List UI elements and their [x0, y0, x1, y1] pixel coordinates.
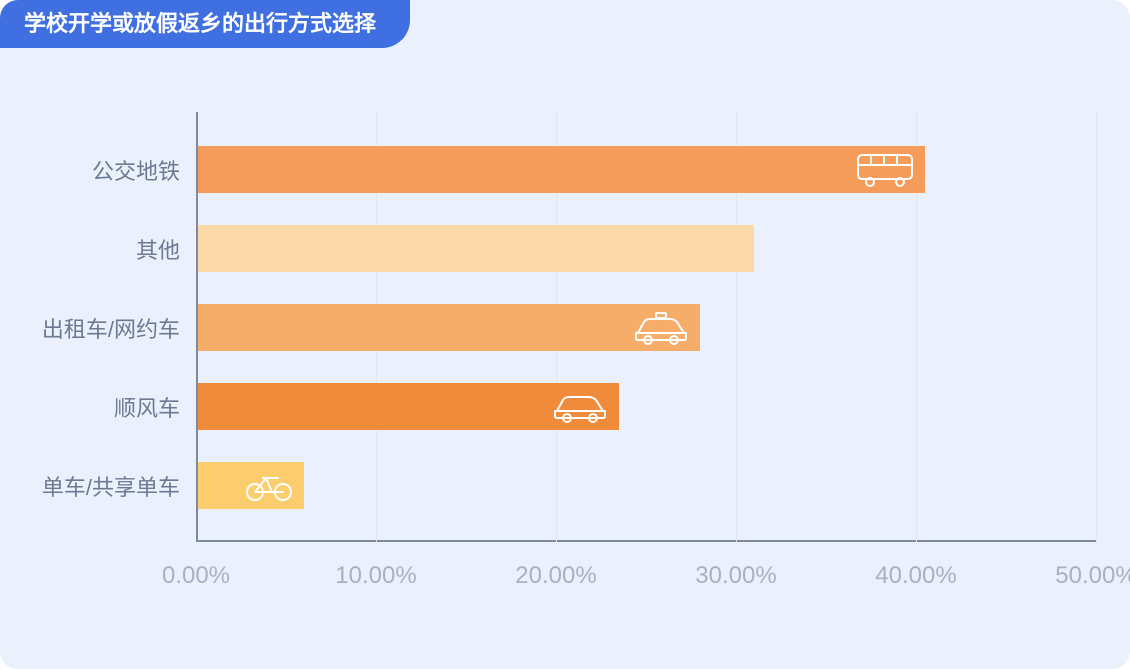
- x-axis-tick-label: 0.00%: [162, 562, 230, 590]
- bar: [198, 225, 754, 272]
- category-label: 公交地铁: [92, 154, 180, 186]
- plot-area: [196, 112, 1096, 542]
- x-axis-tick-label: 40.00%: [875, 562, 956, 590]
- taxi-icon: [632, 311, 690, 345]
- category-label: 出租车/网约车: [42, 312, 180, 344]
- bus-icon: [855, 151, 915, 189]
- chart-title: 学校开学或放假返乡的出行方式选择: [0, 0, 410, 48]
- gridline: [1096, 112, 1097, 542]
- bar: [198, 383, 619, 430]
- chart-card: 学校开学或放假返乡的出行方式选择: [0, 0, 1130, 669]
- bike-icon: [244, 470, 294, 502]
- x-axis-line: [196, 540, 1096, 542]
- category-label: 单车/共享单车: [42, 470, 180, 502]
- x-axis-tick-label: 50.00%: [1055, 562, 1130, 590]
- bar: [198, 304, 700, 351]
- x-axis-tick-label: 30.00%: [695, 562, 776, 590]
- x-axis-tick-label: 20.00%: [515, 562, 596, 590]
- car-icon: [551, 391, 609, 423]
- x-axis-tick-label: 10.00%: [335, 562, 416, 590]
- bar: [198, 146, 925, 193]
- category-label: 其他: [136, 233, 180, 265]
- bar: [198, 462, 304, 509]
- category-label: 顺风车: [114, 391, 180, 423]
